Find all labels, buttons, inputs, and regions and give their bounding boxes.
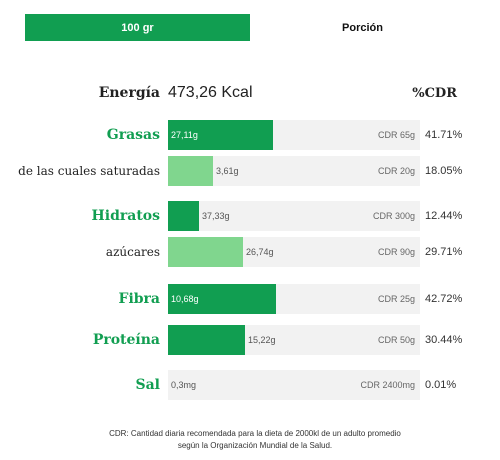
nutrient-cdr-percent: 42.72%	[425, 293, 463, 305]
nutrient-amount: 3,61g	[216, 166, 239, 176]
nutrient-label: Proteína	[92, 332, 160, 348]
footnote-line-2: según la Organización Mundial de la Salu…	[177, 441, 333, 450]
nutrient-amount: 0,3mg	[171, 380, 197, 390]
cdr-column-header: %CDR	[412, 86, 457, 101]
nutrient-cdr-reference: CDR 25g	[377, 294, 415, 304]
nutrient-cdr-percent: 12.44%	[425, 210, 463, 222]
footnote: CDR: Cantidad diaria recomendada para la…	[95, 428, 415, 452]
nutrient-label: Sal	[135, 377, 161, 393]
nutrient-row: Fibra 10,68g CDR 25g 42.72%	[0, 284, 500, 314]
nutrient-bar-fill	[168, 325, 245, 355]
nutrient-amount: 27,11g	[171, 130, 198, 140]
nutrient-cdr-percent: 18.05%	[425, 165, 463, 177]
nutrient-bar-track: 15,22g CDR 50g	[168, 325, 420, 355]
nutrient-bar-fill	[168, 120, 273, 150]
nutrient-cdr-percent: 41.71%	[425, 129, 463, 141]
nutrient-amount: 26,74g	[246, 247, 274, 257]
nutrient-label: de las cuales saturadas	[18, 164, 160, 178]
nutrient-cdr-reference: CDR 90g	[377, 247, 415, 257]
nutrient-cdr-reference: CDR 2400mg	[360, 380, 415, 390]
nutrient-label: Grasas	[106, 127, 160, 143]
tab-porcion[interactable]: Porción	[250, 14, 475, 41]
nutrient-bar-track: 37,33g CDR 300g	[168, 201, 420, 231]
nutrient-bar-fill	[168, 284, 276, 314]
nutrient-row: Proteína 15,22g CDR 50g 30.44%	[0, 325, 500, 355]
nutrient-cdr-reference: CDR 20g	[377, 166, 415, 176]
nutrient-bar-fill	[168, 156, 213, 186]
nutrient-cdr-reference: CDR 50g	[377, 335, 415, 345]
nutrient-bar-track: 26,74g CDR 90g	[168, 237, 420, 267]
nutrient-label: Fibra	[118, 291, 161, 307]
nutrient-row: Grasas 27,11g CDR 65g 41.71%	[0, 120, 500, 150]
nutrient-bar-fill	[168, 237, 243, 267]
nutrient-amount: 10,68g	[171, 294, 199, 304]
nutrient-bar-fill	[168, 201, 199, 231]
nutrient-row: Hidratos 37,33g CDR 300g 12.44%	[0, 201, 500, 231]
energy-value: 473,26 Kcal	[168, 84, 253, 101]
footnote-line-1: CDR: Cantidad diaria recomendada para la…	[109, 429, 401, 438]
nutrient-cdr-percent: 30.44%	[425, 334, 463, 346]
nutrient-row: de las cuales saturadas 3,61g CDR 20g 18.05…	[0, 156, 500, 186]
portion-tabs: 100 gr Porción	[25, 14, 475, 41]
nutrient-label: azúcares	[105, 245, 160, 259]
nutrient-cdr-percent: 0.01%	[425, 379, 457, 391]
nutrient-bar-track: 27,11g CDR 65g	[168, 120, 420, 150]
nutrient-bar-track: 10,68g CDR 25g	[168, 284, 420, 314]
nutrient-amount: 37,33g	[202, 211, 230, 221]
tab-100gr[interactable]: 100 gr	[25, 14, 250, 41]
nutrient-bar-track: 3,61g CDR 20g	[168, 156, 420, 186]
nutrient-bar-track: 0,3mg CDR 2400mg	[168, 370, 420, 400]
energy-label: Energía	[98, 85, 160, 101]
nutrient-row: azúcares 26,74g CDR 90g 29.71%	[0, 237, 500, 267]
nutrient-cdr-reference: CDR 65g	[377, 130, 415, 140]
nutrient-row: Sal 0,3mg CDR 2400mg 0.01%	[0, 370, 500, 400]
nutrient-cdr-percent: 29.71%	[425, 246, 463, 258]
nutrient-amount: 15,22g	[248, 335, 276, 345]
nutrient-cdr-reference: CDR 300g	[372, 211, 415, 221]
nutrient-label: Hidratos	[91, 208, 160, 224]
